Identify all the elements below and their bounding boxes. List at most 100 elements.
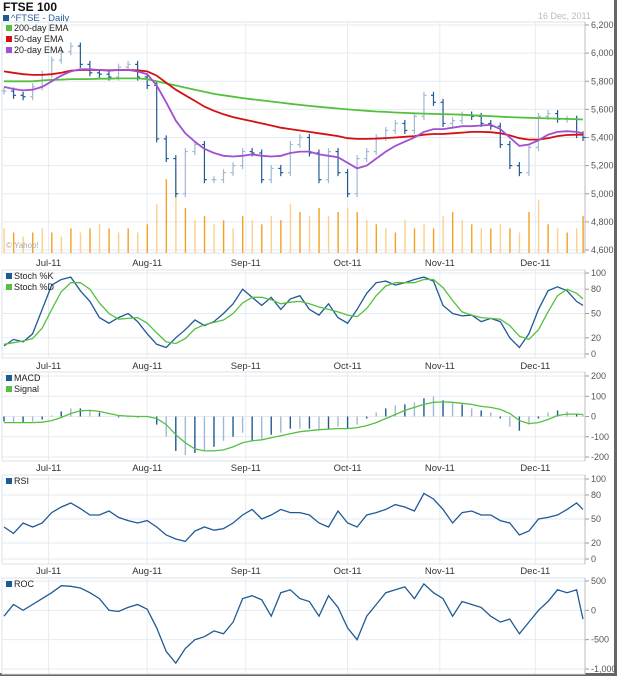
y-tick-label: 80: [591, 490, 601, 500]
volume-bar: [51, 232, 53, 253]
ohlc-bar: [373, 133, 379, 156]
x-tick-label: Aug-11: [132, 258, 162, 269]
volume-bar: [213, 224, 215, 253]
y-tick-label: 5,400: [591, 133, 614, 143]
volume-bar: [528, 212, 530, 253]
volume-bar: [480, 228, 482, 253]
volume-bar: [375, 224, 378, 253]
volume-bar: [404, 220, 406, 253]
symbol-label: ^FTSE - Daily: [11, 13, 70, 24]
ohlc-bar: [526, 143, 532, 177]
volume-bar: [3, 228, 5, 253]
volume-bar: [270, 216, 273, 253]
ohlc-bar: [211, 176, 217, 184]
ohlc-bar: [287, 141, 293, 177]
x-tick-label: Aug-11: [132, 361, 162, 372]
legend-swatch: [6, 581, 12, 587]
ohlc-bar: [192, 141, 198, 156]
volume-bar: [337, 212, 339, 253]
volume-bar: [146, 224, 148, 253]
y-tick-label: 0: [591, 605, 596, 615]
y-tick-label: 0: [591, 554, 596, 564]
plot-area: [1, 577, 586, 675]
legend-swatch: [6, 284, 12, 290]
y-tick-label: 50: [591, 309, 601, 319]
y-tick-label: 6,200: [591, 20, 614, 30]
x-tick-label: Sep-11: [231, 566, 261, 577]
volume-bar: [556, 228, 559, 253]
ohlc-bar: [392, 119, 398, 134]
y-tick-label: 4,600: [591, 245, 614, 255]
volume-bar: [203, 216, 206, 253]
y-tick-label: 5,800: [591, 76, 614, 86]
ohlc-bar: [421, 91, 427, 120]
legend-label: MACD: [14, 373, 41, 383]
y-tick-label: -100: [591, 432, 609, 442]
volume-bar: [22, 236, 24, 253]
volume-bar: [280, 220, 282, 253]
series-swatch: [3, 15, 9, 21]
ohlc-bar: [440, 98, 446, 127]
series-line-rsi: [3, 492, 584, 543]
ohlc-bar: [354, 155, 360, 198]
y-tick-label: 5,600: [591, 104, 614, 114]
panel-rsi: 0 20 50 80 100 Jul-11 Aug-11 Sep-11 Oct-11 Nov-11…: [1, 474, 606, 577]
volume-bar: [41, 228, 43, 253]
volume-bar: [184, 207, 187, 253]
y-tick-label: 200: [591, 371, 606, 381]
ohlc-bar: [144, 73, 150, 89]
volume-bar: [308, 216, 311, 253]
y-tick-label: 5,200: [591, 161, 614, 171]
ohlc-bar: [77, 42, 83, 68]
x-tick-label: Dec-11: [520, 463, 550, 474]
y-tick-label: 100: [591, 474, 606, 484]
y-tick-label: 6,000: [591, 48, 614, 58]
ohlc-bar: [345, 169, 351, 198]
y-tick-label: -1,000: [591, 664, 617, 674]
yahoo-watermark: © Yahoo!: [6, 241, 39, 250]
ohlc-bar: [182, 148, 188, 198]
volume-bar: [366, 220, 368, 253]
legend-label: ROC: [14, 579, 35, 589]
ohlc-bar: [411, 112, 417, 134]
ohlc-bar: [516, 162, 522, 177]
ohlc-bar: [240, 148, 246, 170]
volume-bar: [499, 224, 502, 253]
y-tick-label: 100: [591, 268, 606, 278]
y-tick-label: 20: [591, 333, 601, 343]
volume-bar: [413, 228, 416, 253]
x-tick-label: Nov-11: [425, 463, 455, 474]
y-tick-label: -500: [591, 635, 609, 645]
x-tick-label: Nov-11: [425, 258, 455, 269]
x-tick-label: Jul-11: [36, 361, 61, 372]
y-tick-label: 4,800: [591, 217, 614, 227]
y-tick-label: 0: [591, 412, 596, 422]
volume-bar: [537, 199, 540, 253]
series-line-roc: [3, 582, 584, 665]
legend-swatch: [6, 386, 12, 392]
series-line-stoch-k: [3, 276, 584, 349]
ohlc-bar: [173, 155, 179, 198]
ohlc-bar: [450, 117, 456, 127]
legend-swatch: [6, 478, 12, 484]
volume-bar: [241, 216, 244, 253]
ohlc-bar: [221, 169, 227, 184]
volume-bar: [566, 232, 568, 253]
x-tick-label: Oct-11: [334, 463, 362, 474]
legend-label: 50-day EMA: [14, 34, 64, 44]
volume-bar: [261, 224, 263, 253]
volume-bar: [490, 228, 492, 253]
legend-label: 200-day EMA: [14, 23, 69, 33]
panel-macd: -200 -100 0 100 200 Jul-11 Aug-11 Sep-11 Oct-11 N…: [1, 371, 609, 474]
ohlc-bar: [278, 164, 284, 177]
volume-bar: [232, 228, 234, 253]
volume-bar: [442, 216, 444, 253]
panel-roc: -1,000 -500 0 500 ROC: [1, 576, 617, 675]
y-tick-label: 80: [591, 284, 601, 294]
y-tick-label: 100: [591, 391, 606, 401]
x-tick-label: Nov-11: [425, 361, 455, 372]
x-tick-label: Oct-11: [334, 566, 362, 577]
as-of-date: 16 Dec, 2011: [538, 11, 591, 21]
volume-bar: [12, 232, 15, 253]
